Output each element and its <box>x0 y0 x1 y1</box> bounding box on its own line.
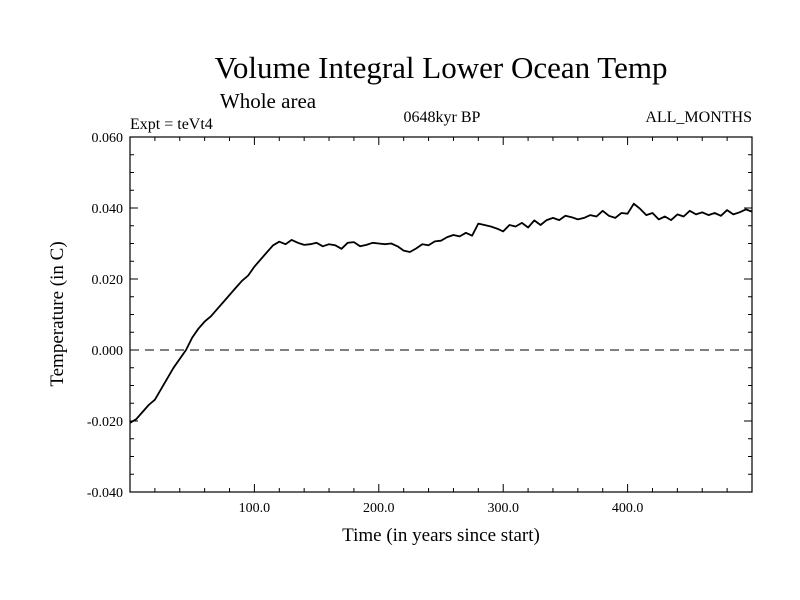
temperature-series-line <box>129 202 753 424</box>
x-tick-label: 100.0 <box>239 501 271 516</box>
period-label: 0648kyr BP <box>404 109 481 126</box>
x-tick-label: 200.0 <box>363 501 395 516</box>
y-tick-label: 0.060 <box>92 131 124 146</box>
y-tick-label: -0.020 <box>87 415 123 430</box>
experiment-label: Expt = teVt4 <box>130 116 213 133</box>
y-tick-label: 0.020 <box>92 273 124 288</box>
chart-title: Volume Integral Lower Ocean Temp <box>215 50 668 85</box>
x-tick-label: 400.0 <box>612 501 644 516</box>
y-axis-ticks: -0.040 -0.020 0.000 0.020 0.040 0.060 <box>87 131 752 501</box>
chart-subtitle: Whole area <box>220 89 317 113</box>
y-axis-label: Temperature (in C) <box>47 241 68 386</box>
y-tick-label: 0.040 <box>92 202 124 217</box>
plot-frame <box>129 136 753 493</box>
y-tick-label: 0.000 <box>92 344 124 359</box>
x-axis-label: Time (in years since start) <box>342 525 540 546</box>
y-tick-label: -0.040 <box>87 486 123 501</box>
x-tick-label: 300.0 <box>487 501 519 516</box>
months-label: ALL_MONTHS <box>645 109 752 126</box>
x-axis-ticks: 100.0 200.0 300.0 400.0 <box>154 137 728 516</box>
